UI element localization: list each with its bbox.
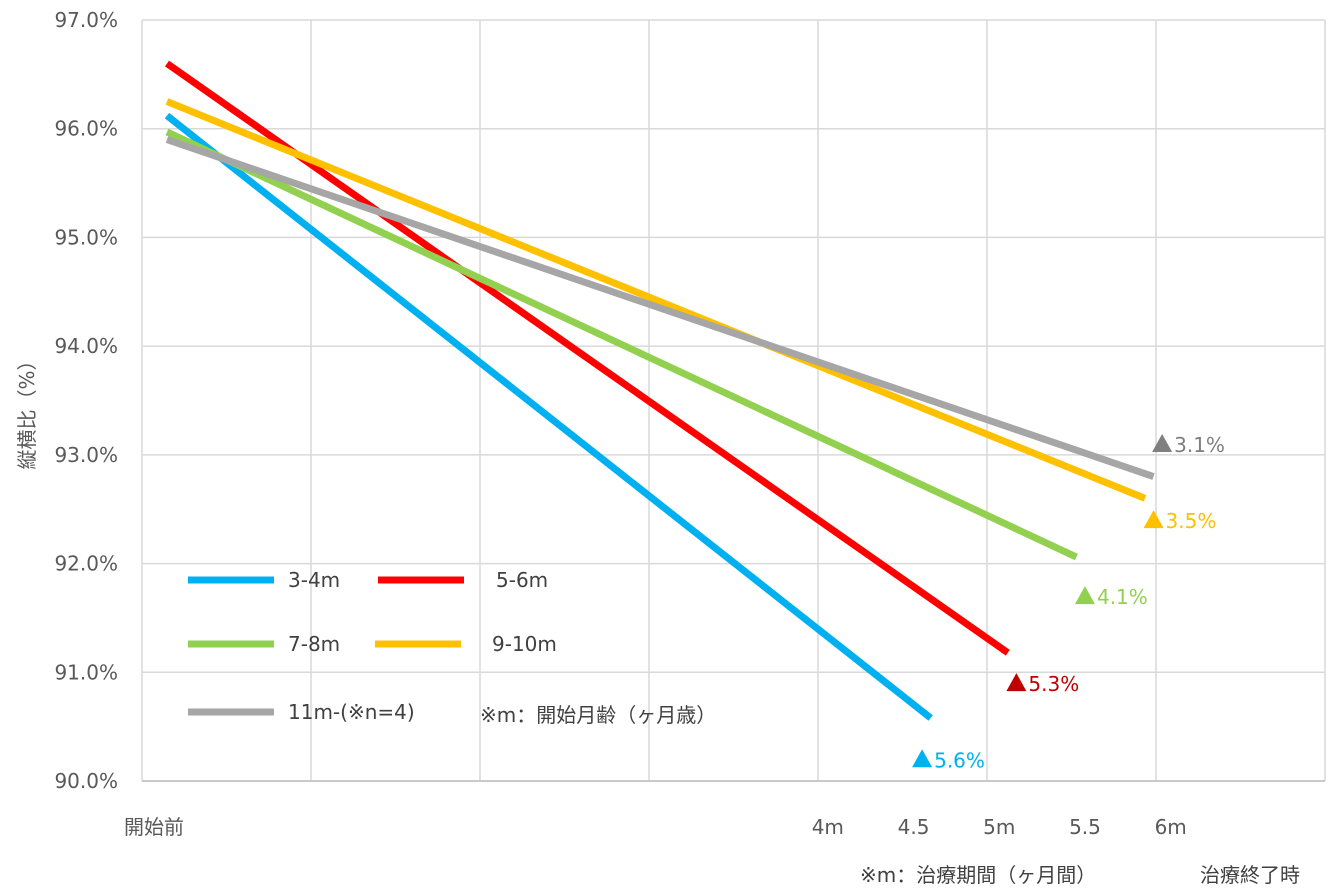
y-tick-label: 97.0% (54, 8, 118, 32)
series-line (165, 136, 1155, 480)
legend-label: 3-4m (288, 568, 340, 592)
legend-note: ※m：開始月齢（ヶ月歳） (480, 703, 716, 727)
legend-label: 5-6m (496, 568, 548, 592)
y-tick-label: 91.0% (54, 660, 118, 684)
delta-label: 3.5% (1166, 509, 1217, 533)
legend-label: 11m-(※n=4) (288, 700, 415, 724)
legend: 3-4m 5-6m 7-8m 9-10m 11m-(※n=4) (188, 568, 557, 724)
delta-triangle (1074, 586, 1095, 605)
y-tick-label: 90.0% (54, 769, 118, 793)
x-axis-end-label: 治療終了時 (1200, 863, 1300, 887)
delta-triangle (1152, 433, 1173, 452)
x-tick-labels: 開始前 4m 4.5 5m 5.5 6m (124, 815, 1187, 839)
grid (141, 19, 1326, 782)
delta-triangle (912, 749, 933, 768)
legend-label: 9-10m (492, 632, 557, 656)
x-tick-label: 4.5 (898, 815, 930, 839)
x-axis-note: ※m：治療期間（ヶ月間） (860, 863, 1096, 887)
x-tick-label: 開始前 (124, 815, 184, 839)
series-line (165, 98, 1147, 502)
y-tick-label: 92.0% (54, 552, 118, 576)
y-axis-label: 縦横比（%） (15, 350, 39, 469)
delta-label: 3.1% (1174, 433, 1225, 457)
delta-label: 5.6% (934, 748, 985, 772)
x-tick-label: 4m (812, 815, 844, 839)
y-tick-labels: 90.0% 91.0% 92.0% 93.0% 94.0% 95.0% 96.0% 97.0% (54, 8, 118, 793)
legend-label: 7-8m (288, 632, 340, 656)
series-line (165, 128, 1078, 561)
delta-markers: 5.6% 5.3% 4.1% 3.5% 3.1% (912, 433, 1225, 772)
y-tick-label: 95.0% (54, 225, 118, 249)
y-tick-label: 94.0% (54, 334, 118, 358)
delta-label: 5.3% (1028, 672, 1079, 696)
x-tick-label: 6m (1155, 815, 1187, 839)
delta-label: 4.1% (1097, 585, 1148, 609)
x-tick-label: 5.5 (1069, 815, 1101, 839)
series-lines (164, 60, 1155, 721)
series-line (164, 112, 933, 721)
delta-triangle (1006, 673, 1027, 692)
x-tick-label: 5m (983, 815, 1015, 839)
y-tick-label: 96.0% (54, 117, 118, 141)
y-tick-label: 93.0% (54, 443, 118, 467)
delta-triangle (1143, 510, 1164, 529)
